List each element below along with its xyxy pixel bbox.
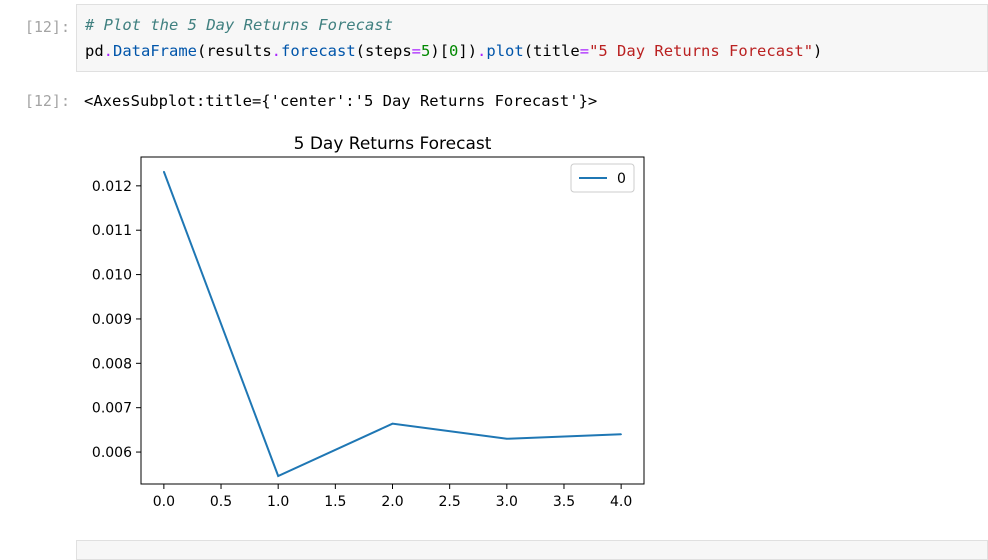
code-token: 0 [449,42,459,60]
x-tick-label: 0.0 [153,494,175,510]
y-tick-label: 0.011 [92,223,132,239]
legend-label: 0 [617,171,626,187]
x-tick-label: 1.5 [324,494,346,510]
x-tick-label: 3.0 [496,494,518,510]
code-token: ) [813,42,823,60]
x-tick-label: 2.0 [381,494,403,510]
x-tick-label: 4.0 [610,494,632,510]
output-prompt: [12]: [24,92,70,110]
code-token: pd [85,42,104,60]
line-chart: 5 Day Returns Forecast 0.0 0.5 1.0 1.5 2.0 2.5… [92,134,645,510]
data-point [163,170,165,173]
data-point [620,433,622,436]
data-point [391,422,394,425]
input-cell[interactable]: [12]: # Plot the 5 Day Returns Forecast … [0,4,988,72]
plot-frame [140,156,645,485]
code-token: ]) [458,42,478,60]
y-tick-label: 0.012 [92,179,132,195]
next-input-cell[interactable] [76,540,988,560]
y-tick-label: 0.007 [92,401,132,417]
x-tick-label: 3.5 [553,494,575,510]
code-token: . [103,42,114,60]
y-tick-label: 0.009 [92,312,132,328]
code-token: = [411,42,422,60]
code-comment: # Plot the 5 Day Returns Forecast [85,16,393,34]
output-repr-text: <AxesSubplot:title={'center':'5 Day Retu… [84,92,598,110]
data-point [277,475,279,477]
code-token: 5 [421,42,431,60]
x-tick-label: 2.5 [439,494,461,510]
series-line [162,171,622,478]
code-line: pd.DataFrame(results.forecast(steps=5)[0… [85,41,822,61]
code-token: . [271,42,282,60]
x-tick-label: 0.5 [210,494,232,510]
code-token: plot [486,42,524,60]
data-point [506,437,508,440]
y-tick-label: 0.010 [92,268,132,284]
code-token: forecast [281,42,356,60]
code-token: )[ [430,42,450,60]
code-token: DataFrame [113,42,198,60]
code-token: . [477,42,487,60]
chart-output: 5 Day Returns Forecast 0.0 0.5 1.0 1.5 2.0 2.5… [76,126,676,526]
code-token: (results [197,42,272,60]
x-tick-label: 1.0 [267,494,289,510]
input-prompt: [12]: [24,18,70,36]
code-token: (title [523,42,580,60]
code-token: (steps [355,42,412,60]
y-tick-label: 0.006 [92,445,132,461]
code-token: = [579,42,590,60]
code-comment-line: # Plot the 5 Day Returns Forecast [85,15,393,35]
code-token: "5 Day Returns Forecast" [589,42,814,60]
chart-title: 5 Day Returns Forecast [294,134,492,154]
code-editor[interactable]: # Plot the 5 Day Returns Forecast pd.Dat… [76,4,988,72]
y-tick-label: 0.008 [92,356,132,372]
